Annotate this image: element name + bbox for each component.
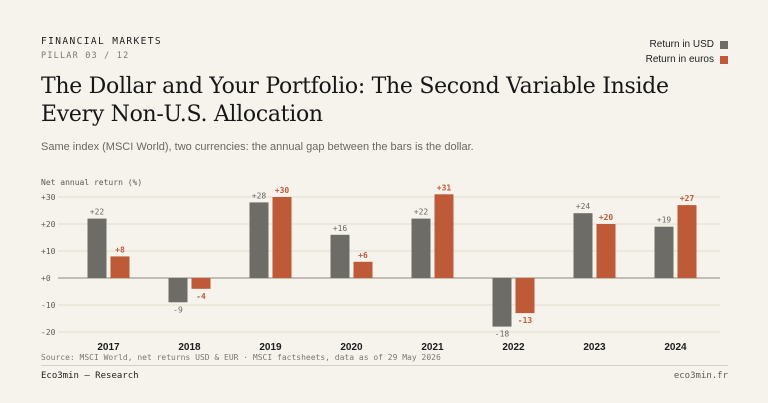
data-label: +19 — [657, 216, 672, 225]
bar-usd — [411, 218, 431, 278]
x-tick-label: 2021 — [421, 342, 444, 353]
y-axis-label: Net annual return (%) — [41, 178, 143, 187]
x-tick-label: 2024 — [664, 342, 687, 353]
legend-item-eur: Return in euros — [646, 52, 728, 67]
legend-swatch-usd — [720, 40, 728, 49]
data-label: -13 — [518, 316, 533, 325]
data-label: +28 — [252, 191, 267, 200]
bar-eur — [110, 256, 130, 278]
brand-label: Eco3min — Research — [41, 371, 139, 381]
data-label: +8 — [115, 245, 125, 254]
data-label: +27 — [680, 194, 695, 203]
pillar-label: PILLAR 03 / 12 — [41, 51, 130, 61]
y-tick-label: +30 — [41, 193, 56, 202]
bar-eur — [677, 205, 697, 278]
legend-item-usd: Return in USD — [646, 37, 728, 52]
x-tick-label: 2023 — [583, 342, 606, 353]
bar-eur — [596, 224, 616, 278]
legend-swatch-eur — [720, 55, 728, 64]
data-label: +30 — [275, 186, 290, 195]
x-tick-label: 2018 — [178, 342, 201, 353]
page-title: The Dollar and Your Portfolio: The Secon… — [41, 74, 669, 127]
y-tick-label: +20 — [41, 220, 56, 229]
site-label: eco3min.fr — [673, 371, 728, 381]
data-label: +24 — [576, 202, 591, 211]
bar-usd — [249, 202, 269, 278]
bar-eur — [272, 197, 292, 278]
x-tick-label: 2022 — [502, 342, 525, 353]
bar-eur — [434, 194, 454, 278]
data-label: -9 — [173, 305, 183, 314]
legend-label-eur: Return in euros — [645, 54, 714, 65]
subtitle: Same index (MSCI World), two currencies:… — [41, 141, 474, 153]
y-tick-label: -20 — [41, 328, 56, 337]
bar-eur — [191, 278, 211, 289]
x-tick-label: 2017 — [97, 342, 120, 353]
y-tick-label: -10 — [41, 301, 56, 310]
y-tick-label: +10 — [41, 247, 56, 256]
eyebrow: FINANCIAL MARKETS — [41, 36, 163, 47]
data-label: -18 — [495, 330, 510, 339]
bar-usd — [87, 218, 107, 278]
bar-usd — [330, 234, 350, 278]
legend: Return in USD Return in euros — [646, 37, 728, 67]
data-label: +20 — [599, 213, 614, 222]
bar-usd — [168, 278, 188, 303]
data-label: +31 — [437, 183, 452, 192]
data-label: +22 — [90, 208, 105, 217]
y-tick-label: +0 — [41, 274, 51, 283]
data-label: -4 — [196, 292, 206, 301]
legend-label-usd: Return in USD — [649, 39, 714, 50]
x-tick-label: 2019 — [259, 342, 282, 353]
bar-usd — [492, 278, 512, 327]
bar-eur — [515, 278, 535, 314]
footer-rule — [41, 365, 728, 366]
bar-eur — [353, 261, 373, 278]
data-label: +6 — [358, 251, 368, 260]
x-tick-label: 2020 — [340, 342, 363, 353]
data-label: +22 — [414, 208, 429, 217]
bar-usd — [654, 226, 674, 278]
bar-usd — [573, 213, 593, 278]
data-label: +16 — [333, 224, 348, 233]
source-note: Source: MSCI World, net returns USD & EU… — [41, 353, 441, 362]
